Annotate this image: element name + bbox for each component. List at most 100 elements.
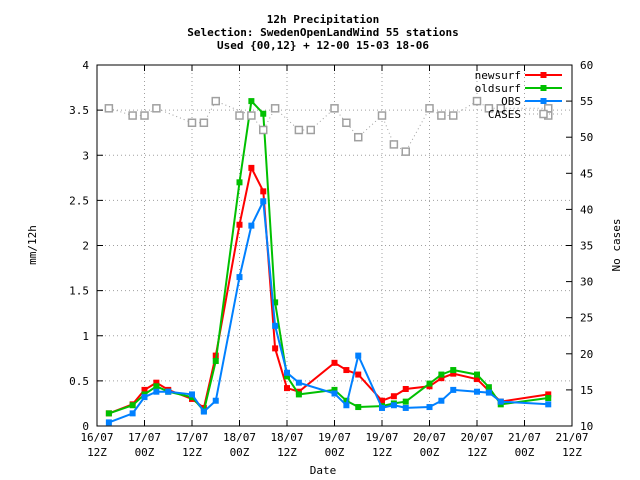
data-point [140,111,149,120]
x-tick-label-date: 17/07 [175,431,208,444]
series-cases [104,96,553,156]
data-point [153,383,160,390]
data-point [153,388,160,395]
data-point [472,96,482,106]
y2-tick-label: 50 [580,131,593,144]
x-tick-label-date: 21/07 [508,431,541,444]
data-point [484,104,494,113]
y-tick-label: 3 [82,149,89,162]
y-tick-label: 1.5 [69,285,89,298]
data-point [284,369,290,376]
data-point [437,111,446,120]
data-point [342,118,351,128]
data-point [272,322,279,329]
x-tick-label-date: 20/07 [413,431,446,444]
data-point [545,401,552,408]
data-point [259,125,268,135]
x-tick-label-hour: 12Z [182,446,202,459]
y-axis-label: mm/12h [26,225,39,265]
data-point [401,147,410,156]
y2-tick-label: 60 [580,59,593,72]
x-tick-label-hour: 00Z [325,446,345,459]
legend-label: newsurf [475,69,521,82]
data-point [152,104,161,113]
data-point [390,393,397,400]
data-point [128,111,137,120]
data-point [402,385,409,392]
x-tick-label-date: 21/07 [555,431,588,444]
data-point [402,404,409,411]
data-point [331,386,338,393]
x-tick-label-date: 17/07 [128,431,161,444]
y2-tick-label: 35 [580,240,593,253]
data-point [355,352,362,359]
data-point [450,386,457,393]
data-point [545,391,552,398]
series-line-newsurf [108,164,549,415]
data-point [331,390,338,397]
data-point [129,402,136,409]
data-point [343,397,350,404]
legend-label: oldsurf [475,82,521,95]
data-point [211,96,220,106]
data-point [545,395,552,402]
data-point [235,111,244,120]
x-tick-label-date: 18/07 [270,431,303,444]
legend-entry-oldsurf: oldsurf [475,82,562,95]
legend-entry-cases: CASES [488,108,562,121]
data-point [426,380,433,387]
data-point [141,386,148,393]
y-tick-label: 0 [82,420,89,433]
data-point [331,359,338,366]
y2-tick-label: 40 [580,203,593,216]
y2-tick-label: 45 [580,167,593,180]
data-point [248,222,255,229]
data-point [343,402,350,409]
y2-tick-label: 15 [580,384,593,397]
title-line-2: Selection: SwedenOpenLandWind 55 station… [187,26,459,39]
data-point [270,104,280,113]
data-point [141,394,148,401]
data-point [343,367,350,374]
data-point [199,118,209,128]
y-tick-label: 0.5 [69,375,89,388]
data-point [355,371,362,378]
data-point [284,385,290,392]
legend-label: CASES [488,108,521,121]
data-point [212,358,219,365]
x-tick-label-hour: 12Z [372,446,392,459]
x-tick-label-hour: 12Z [467,446,487,459]
data-point [474,376,480,383]
y-tick-label: 1 [82,330,89,343]
data-point [189,391,195,398]
y2-axis-label: No cases [610,219,623,272]
data-point [272,345,279,352]
x-tick-label-date: 16/07 [80,431,113,444]
data-point [389,140,399,149]
x-tick-label-date: 19/07 [318,431,351,444]
data-point [260,198,267,205]
title-line-3: Used {00,12} + 12-00 15-03 18-06 [217,39,429,52]
x-tick-label-date: 19/07 [365,431,398,444]
data-point [165,388,172,395]
data-point [354,132,363,142]
y2-tick-label: 20 [580,348,593,361]
data-point [295,379,302,386]
data-point [402,398,409,405]
data-point [355,404,362,411]
data-point [426,404,433,411]
legend-label: OBS [501,95,521,108]
x-tick-label-date: 20/07 [460,431,493,444]
data-point [295,391,302,398]
chart-title: 12h Precipitation Selection: SwedenOpenL… [187,13,459,52]
plot-frame [96,64,573,427]
data-point [390,402,397,409]
data-point [247,111,256,120]
data-point [236,221,243,228]
data-point [330,104,339,113]
data-point [248,164,255,171]
x-axis-label: Date [310,464,337,477]
data-point [474,371,480,378]
